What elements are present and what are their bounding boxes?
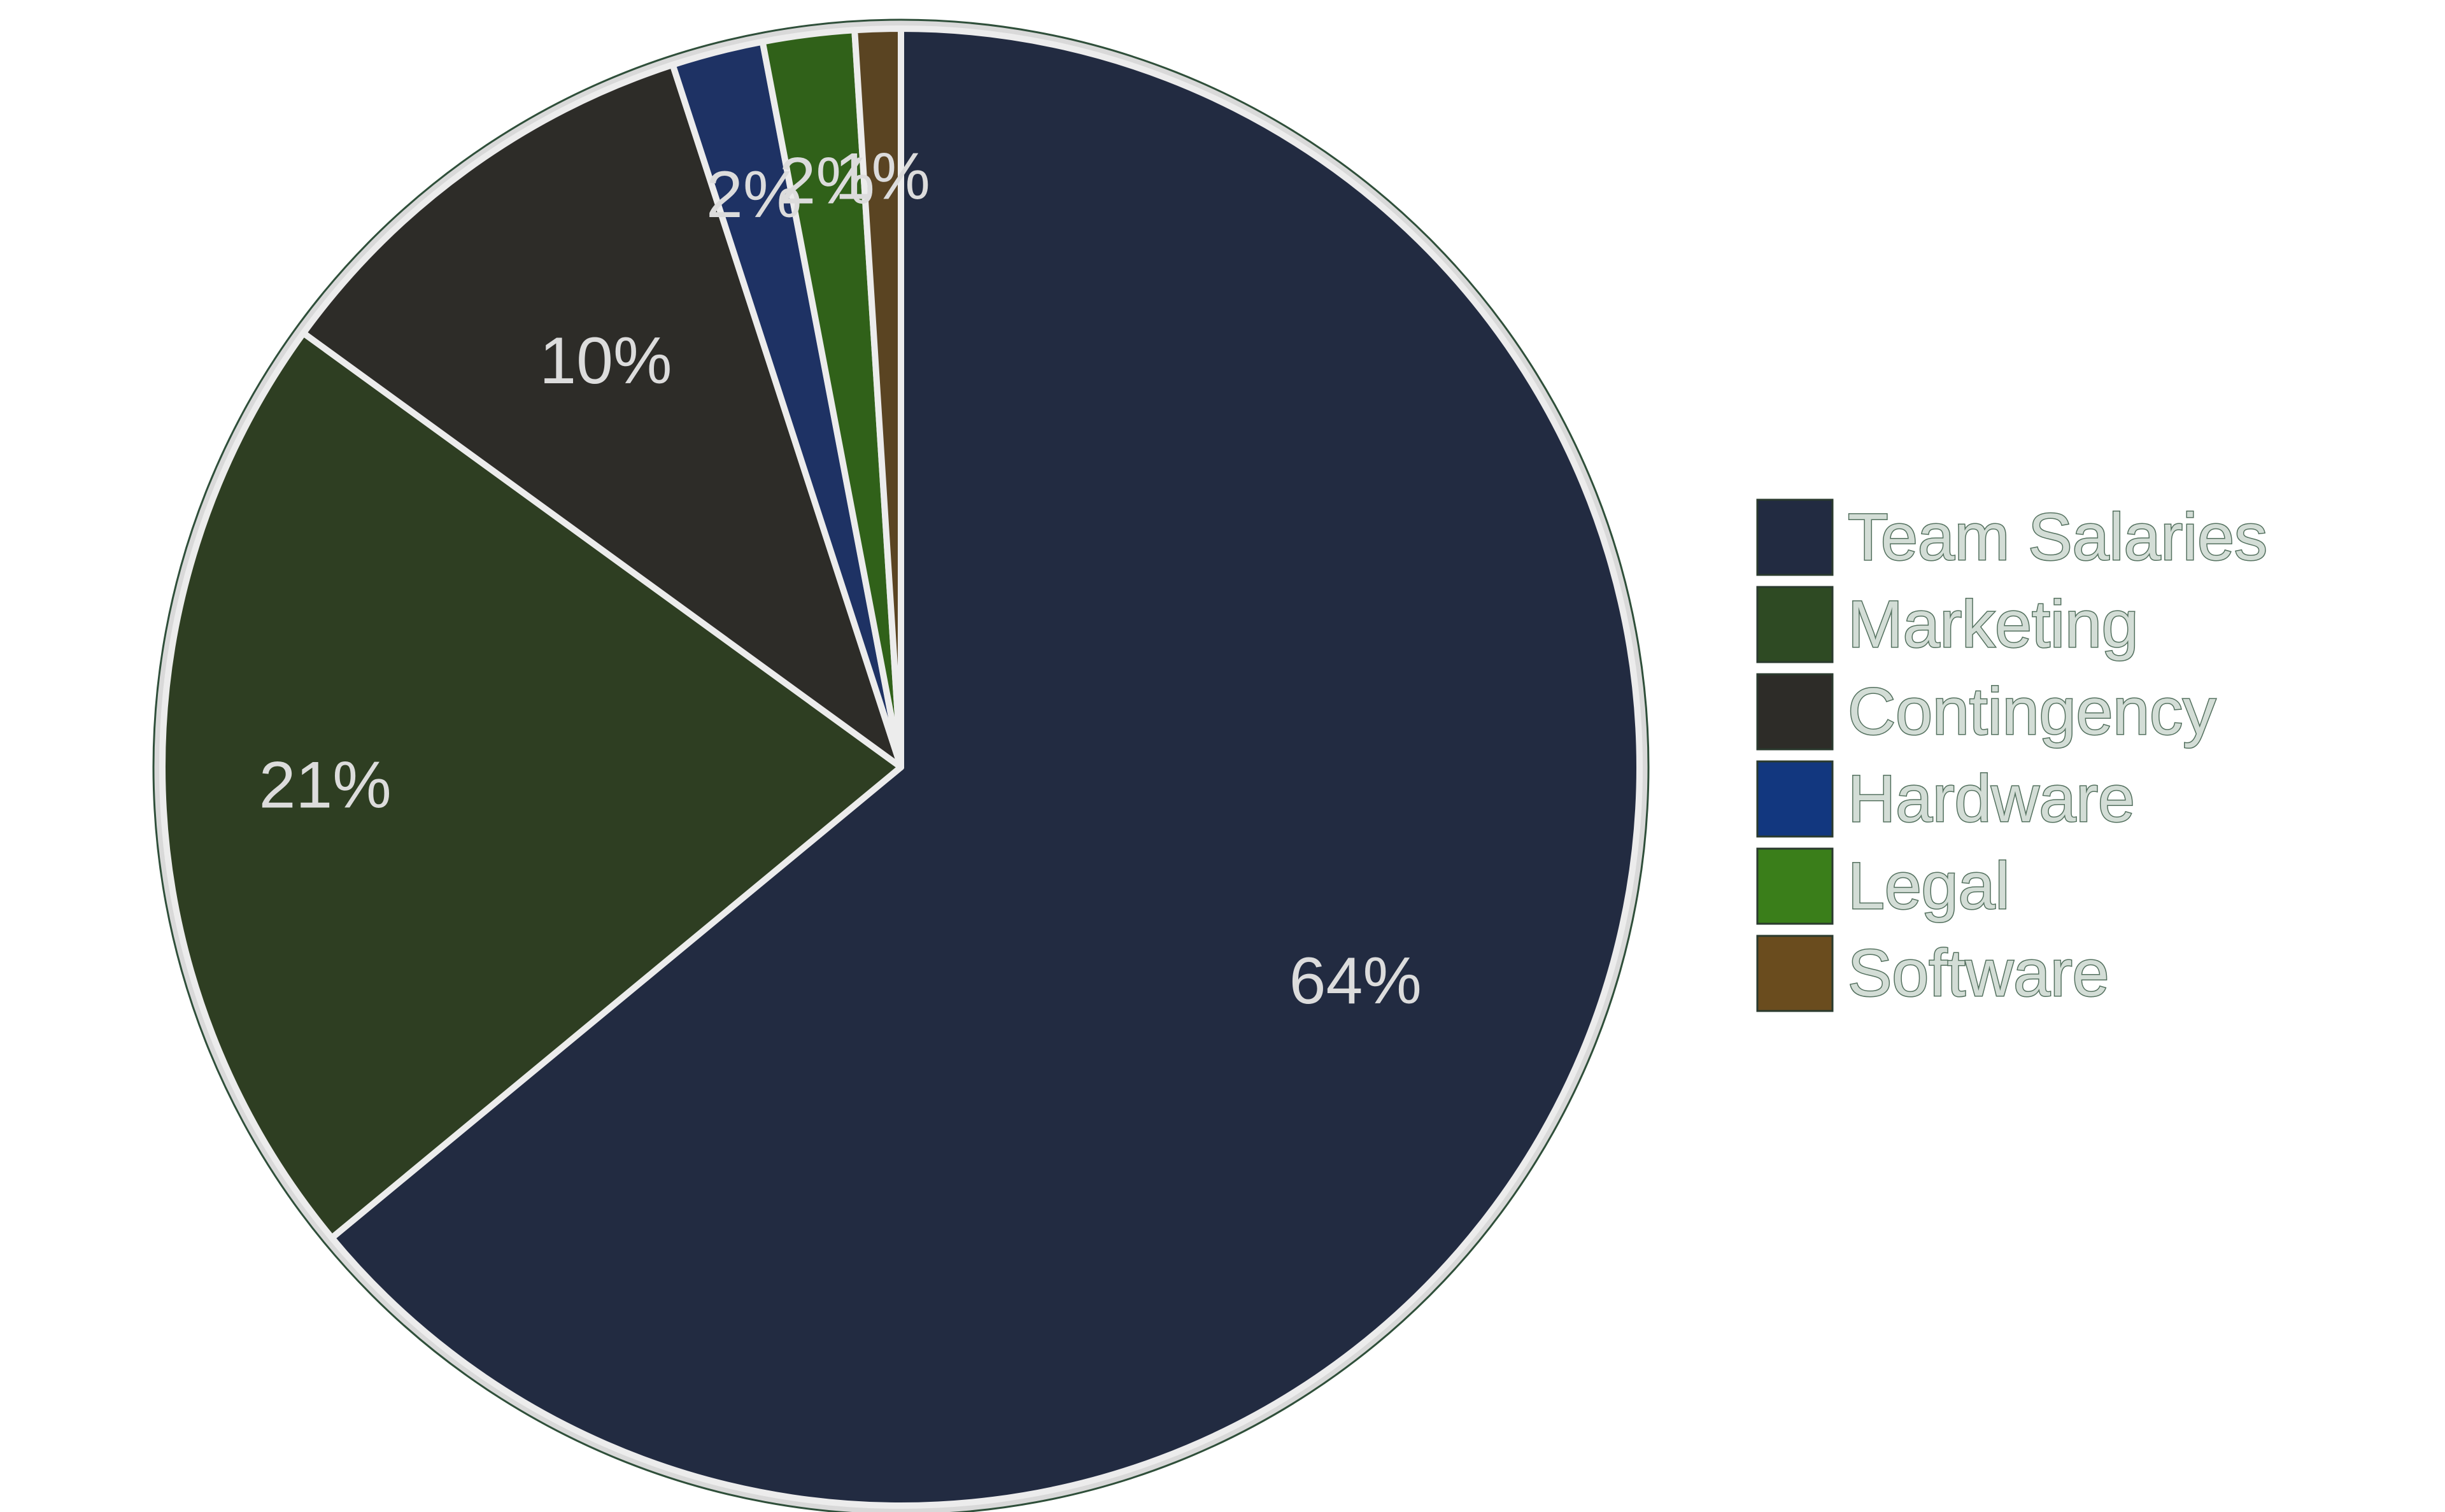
- pie-slices: [159, 25, 1643, 1509]
- pie-value-label: 2%: [706, 158, 802, 232]
- legend-swatch: [1756, 586, 1834, 663]
- legend-swatch: [1756, 760, 1834, 838]
- pie-value-label: 10%: [539, 324, 672, 398]
- pie-value-label: 1%: [835, 139, 930, 213]
- legend-swatch: [1756, 498, 1834, 576]
- legend-label: Team Salaries: [1848, 500, 2267, 574]
- pie-slice-marketing: [159, 330, 904, 1241]
- legend-swatch: [1756, 935, 1834, 1012]
- legend: Team Salaries Marketing Contingency Hardwar…: [1756, 498, 2268, 1012]
- legend-label: Software: [1848, 936, 2109, 1010]
- pie-value-labels: 64%21%10%2%2%1%: [259, 139, 1422, 1017]
- pie-value-label: 21%: [259, 748, 392, 822]
- pie-slice-team-salaries: [329, 25, 1643, 1509]
- pie-slice-software: [851, 25, 904, 770]
- legend-label: Hardware: [1848, 762, 2135, 836]
- pie-value-label: 64%: [1289, 944, 1422, 1018]
- legend-label: Legal: [1848, 849, 2009, 923]
- legend-label: Marketing: [1848, 588, 2139, 661]
- legend-swatch: [1756, 673, 1834, 751]
- legend-label: Contingency: [1848, 675, 2216, 749]
- pie-slice-contingency: [300, 61, 904, 770]
- legend-swatch: [1756, 847, 1834, 925]
- pie-value-label: 2%: [779, 144, 875, 218]
